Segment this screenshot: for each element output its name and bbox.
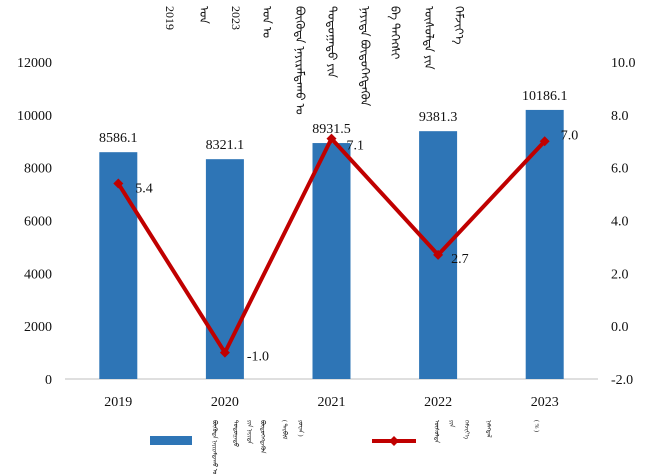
- title-line: 2023: [229, 6, 243, 30]
- legend-line-swatch: [372, 436, 416, 446]
- category-label: 2022: [424, 395, 452, 410]
- line-value-label: 7.1: [347, 139, 365, 154]
- legend-bar-label: ( ᠲᠡᠷᠪᠢᠮ: [281, 420, 287, 440]
- line-value-label: -1.0: [247, 350, 269, 365]
- left-axis-tick-label: 2000: [24, 320, 52, 335]
- legend-line-label: ᠥᠰᠦᠯᠲᠡ: [433, 420, 439, 444]
- bar-value-label: 10186.1: [522, 89, 568, 104]
- left-axis-tick-label: 12000: [17, 56, 52, 71]
- line-value-label: 2.7: [451, 252, 469, 267]
- bar: [205, 159, 244, 379]
- line-marker: [326, 133, 337, 144]
- line-marker: [539, 136, 550, 147]
- title-line: 2019: [163, 6, 177, 30]
- bar: [525, 109, 564, 380]
- right-axis-tick-label: 0.0: [611, 320, 629, 335]
- legend-bar-swatch: [150, 436, 192, 445]
- bar-value-label: 9381.3: [419, 110, 458, 125]
- legend-bar-label: ᠪᠦᠭᠦᠳᠡ ᠨᠠᠶᠢᠷᠠᠮᠳᠠᠬᠤ ᠤ: [211, 420, 217, 474]
- line-marker: [219, 347, 230, 358]
- title-line: ᠨᠡᠶᠢᠲᠡ ᠪᠦᠲᠦᠭᠡᠭᠳᠡᠬᠦᠨ: [358, 6, 372, 107]
- right-axis-tick-label: 2.0: [611, 267, 629, 282]
- bar: [312, 143, 351, 379]
- bar-line-chart: 0 2000 4000 6000 8000 10000 12000 -2.0 0.0 2.0 4.0…: [17, 56, 636, 410]
- right-axis-tick-label: 4.0: [611, 215, 629, 230]
- bar: [99, 152, 138, 379]
- legend-line-label: ᠨᠡᠮᠡᠭᠳᠡᠯ: [485, 420, 491, 438]
- title-line: ᠪᠦᠭᠦᠳᠡ ᠨᠠᠶᠢᠷᠠᠮᠳᠠᠬᠤ ᠤ: [293, 6, 307, 115]
- left-axis-tick-label: 8000: [24, 162, 52, 177]
- line-marker: [433, 249, 444, 260]
- right-axis-tick-label: 8.0: [611, 109, 629, 124]
- line-marker: [113, 178, 124, 189]
- title-line: ᠣᠨ: [197, 6, 211, 24]
- bar-value-label: 8931.5: [312, 122, 351, 137]
- title-line: ᠣᠨ ᠤ: [260, 6, 274, 39]
- title-line: ᠥᠰᠦᠯᠲᠡ ᠶᠢᠨ: [422, 6, 436, 70]
- left-axis-tick-label: 0: [45, 373, 52, 388]
- right-axis-tick-label: -2.0: [611, 373, 633, 388]
- legend-bar-label: ᠶᠤᠸᠠᠨ ): [297, 420, 303, 437]
- legend-line-label: ᠬᠡᠮᠵᠢᠶ᠎ᠡ: [463, 420, 469, 440]
- left-axis-tick-label: 6000: [24, 215, 52, 230]
- left-axis-tick-label: 10000: [17, 109, 52, 124]
- legend-bar-label: ᠳᠣᠲᠣᠭᠠᠳᠤ: [232, 420, 238, 448]
- legend-bar-label: ᠶᠢᠨ ᠨᠡᠶᠢᠲᠡ: [246, 420, 252, 444]
- category-label: 2021: [318, 395, 346, 410]
- legend-bar-label: ᠪᠦᠲᠦᠭᠡᠭᠳᠡᠬᠦᠨ: [259, 420, 265, 454]
- left-axis-tick-label: 4000: [24, 267, 52, 282]
- title-line: ᠬᠡᠮᠵᠢᠶ᠎ᠡ: [452, 6, 466, 45]
- right-axis-tick-label: 6.0: [611, 162, 629, 177]
- title-line: ᠳᠣᠲᠣᠭᠠᠳᠤ ᠶᠢᠨ: [325, 6, 339, 78]
- legend-line-label: ᠶᠢᠨ: [448, 420, 454, 428]
- legend-line-label: ( % ): [533, 420, 539, 432]
- line-value-label: 7.0: [561, 128, 579, 143]
- category-label: 2023: [531, 395, 559, 410]
- title-line: ᠪᠠ ᠳᠡᠭᠡᠭᠰᠢ: [388, 6, 402, 60]
- line-value-label: 5.4: [135, 182, 153, 197]
- category-label: 2020: [211, 395, 239, 410]
- right-axis-tick-label: 10.0: [611, 56, 636, 71]
- bar-value-label: 8321.1: [206, 138, 245, 153]
- category-label: 2019: [104, 395, 132, 410]
- bar-value-label: 8586.1: [99, 131, 138, 146]
